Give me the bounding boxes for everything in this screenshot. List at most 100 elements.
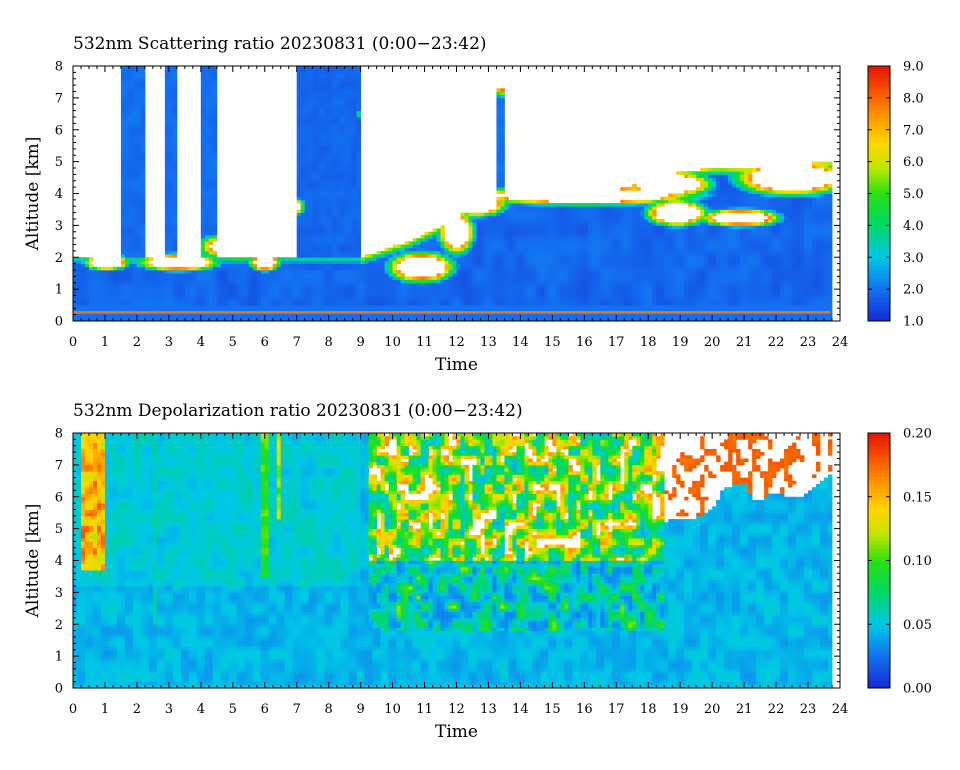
heatmap-cell (320, 266, 326, 271)
heatmap-cell (528, 273, 533, 277)
heatmap-cell (272, 285, 278, 290)
heatmap-cell (156, 305, 162, 309)
heatmap-cell (284, 266, 290, 271)
heatmap-cell (144, 273, 150, 277)
heatmap-cell (344, 110, 350, 115)
heatmap-cell (368, 279, 373, 284)
heatmap-cell (328, 187, 334, 191)
heatmap-cell (168, 97, 174, 102)
heatmap-cell (136, 97, 142, 102)
heatmap-cell (516, 203, 521, 207)
heatmap-cell (328, 241, 334, 245)
heatmap-cell (208, 78, 214, 83)
heatmap-cell (188, 266, 194, 271)
heatmap-cell (508, 225, 513, 229)
heatmap-cell (532, 254, 537, 258)
heatmap-cell (332, 107, 338, 112)
heatmap-cell (480, 305, 485, 309)
heatmap-cell (184, 289, 190, 293)
heatmap-cell (132, 104, 138, 108)
heatmap-cell (304, 276, 310, 280)
heatmap-cell (516, 228, 521, 233)
heatmap-cell (492, 292, 497, 296)
heatmap-cell (224, 298, 230, 303)
heatmap-cell (496, 180, 501, 185)
heatmap-cell (480, 244, 485, 249)
heatmap-cell (560, 263, 565, 268)
heatmap-cell (320, 164, 326, 169)
heatmap-cell (124, 238, 130, 242)
heatmap-cell (124, 113, 130, 118)
heatmap-cell (324, 91, 330, 96)
heatmap-cell (496, 199, 501, 204)
heatmap-cell (388, 295, 393, 300)
heatmap-cell (348, 289, 354, 293)
heatmap-cell (200, 145, 206, 150)
heatmap-cell (324, 298, 330, 303)
heatmap-cell (512, 225, 517, 229)
heatmap-cell (336, 129, 342, 134)
heatmap-cell (356, 85, 362, 89)
heatmap-cell (352, 279, 358, 284)
heatmap-cell (140, 231, 146, 236)
heatmap-cell (300, 285, 306, 290)
heatmap-cell (212, 81, 218, 86)
heatmap-cell (308, 190, 314, 194)
heatmap-cell (300, 276, 306, 280)
heatmap-cell (200, 199, 206, 204)
heatmap-cell (320, 292, 326, 296)
heatmap-cell (292, 276, 298, 280)
heatmap-cell (232, 305, 238, 309)
heatmap-cell (396, 317, 401, 322)
heatmap-cell (444, 308, 449, 312)
heatmap-cell (320, 301, 326, 306)
heatmap-cell (304, 120, 310, 124)
heatmap-cell (288, 257, 294, 261)
heatmap-cell (132, 168, 138, 172)
heatmap-cell (100, 273, 106, 277)
heatmap-cell (596, 314, 601, 319)
heatmap-cell (348, 282, 354, 287)
heatmap-cell (304, 174, 310, 178)
heatmap-cell (196, 317, 202, 322)
heatmap-cell (340, 231, 346, 236)
heatmap-cell (556, 212, 561, 217)
heatmap-cell (128, 78, 134, 83)
heatmap-cell (444, 314, 449, 319)
heatmap-cell (132, 314, 138, 319)
heatmap-cell (308, 180, 314, 185)
heatmap-cell (120, 164, 126, 169)
heatmap-cell (140, 266, 146, 271)
heatmap-cell (164, 193, 170, 198)
heatmap-cell (524, 289, 529, 293)
heatmap-cell (148, 308, 154, 312)
heatmap-cell (568, 301, 573, 306)
heatmap-cell (308, 97, 314, 102)
heatmap-cell (204, 241, 210, 245)
heatmap-cell (304, 263, 310, 268)
heatmap-cell (104, 282, 110, 287)
heatmap-cell (296, 260, 302, 265)
heatmap-cell (316, 247, 322, 252)
heatmap-cell (100, 270, 106, 274)
heatmap-cell (352, 292, 358, 296)
heatmap-cell (352, 78, 358, 83)
heatmap-cell (232, 273, 238, 277)
heatmap-cell (504, 257, 509, 261)
heatmap-cell (524, 282, 529, 287)
heatmap-cell (456, 270, 461, 274)
heatmap-cell (332, 250, 338, 255)
heatmap-cell (588, 301, 593, 306)
heatmap-cell (572, 260, 577, 265)
heatmap-cell (124, 123, 130, 127)
heatmap-cell (73, 263, 78, 268)
heatmap-cell (348, 317, 354, 322)
heatmap-cell (224, 314, 230, 319)
heatmap-cell (204, 97, 210, 102)
heatmap-cell (556, 308, 561, 312)
heatmap-cell (120, 196, 126, 201)
heatmap-cell (364, 314, 370, 319)
heatmap-cell (200, 273, 206, 277)
heatmap-cell (296, 145, 302, 150)
heatmap-cell (320, 270, 326, 274)
